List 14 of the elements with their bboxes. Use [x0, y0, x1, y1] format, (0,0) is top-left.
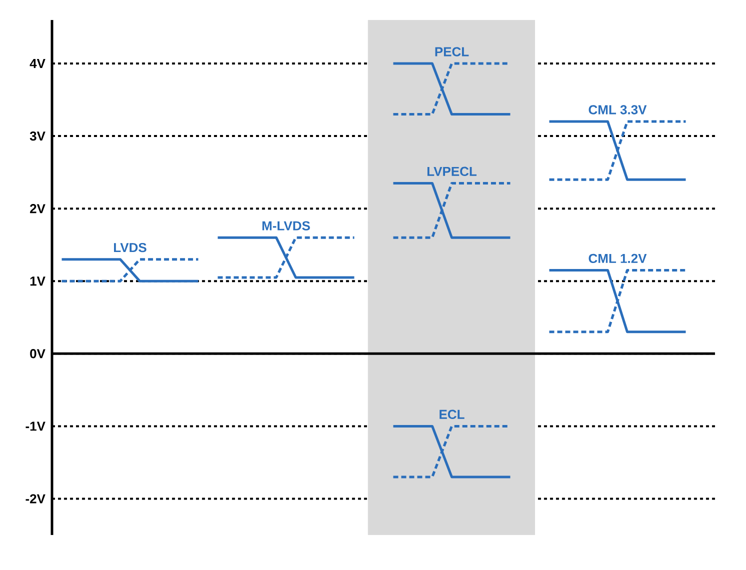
series-label: LVDS	[114, 242, 146, 252]
y-tick-label: 2V	[30, 204, 46, 214]
series-label: PECL	[435, 47, 469, 56]
y-tick-label: 0V	[30, 349, 46, 358]
series-label: CML 1.2V	[588, 254, 647, 264]
y-tick-label: -2V	[26, 494, 46, 504]
series-label: CML 3.3V	[588, 105, 647, 114]
y-tick-label: -1V	[26, 422, 46, 431]
y-tick-label: 1V	[30, 276, 46, 286]
y-tick-label: 4V	[30, 59, 46, 68]
series-label: M-LVDS	[262, 221, 310, 230]
series-label: LVPECL	[427, 166, 477, 176]
y-tick-label: 3V	[30, 131, 46, 141]
series-label: ECL	[440, 410, 464, 419]
